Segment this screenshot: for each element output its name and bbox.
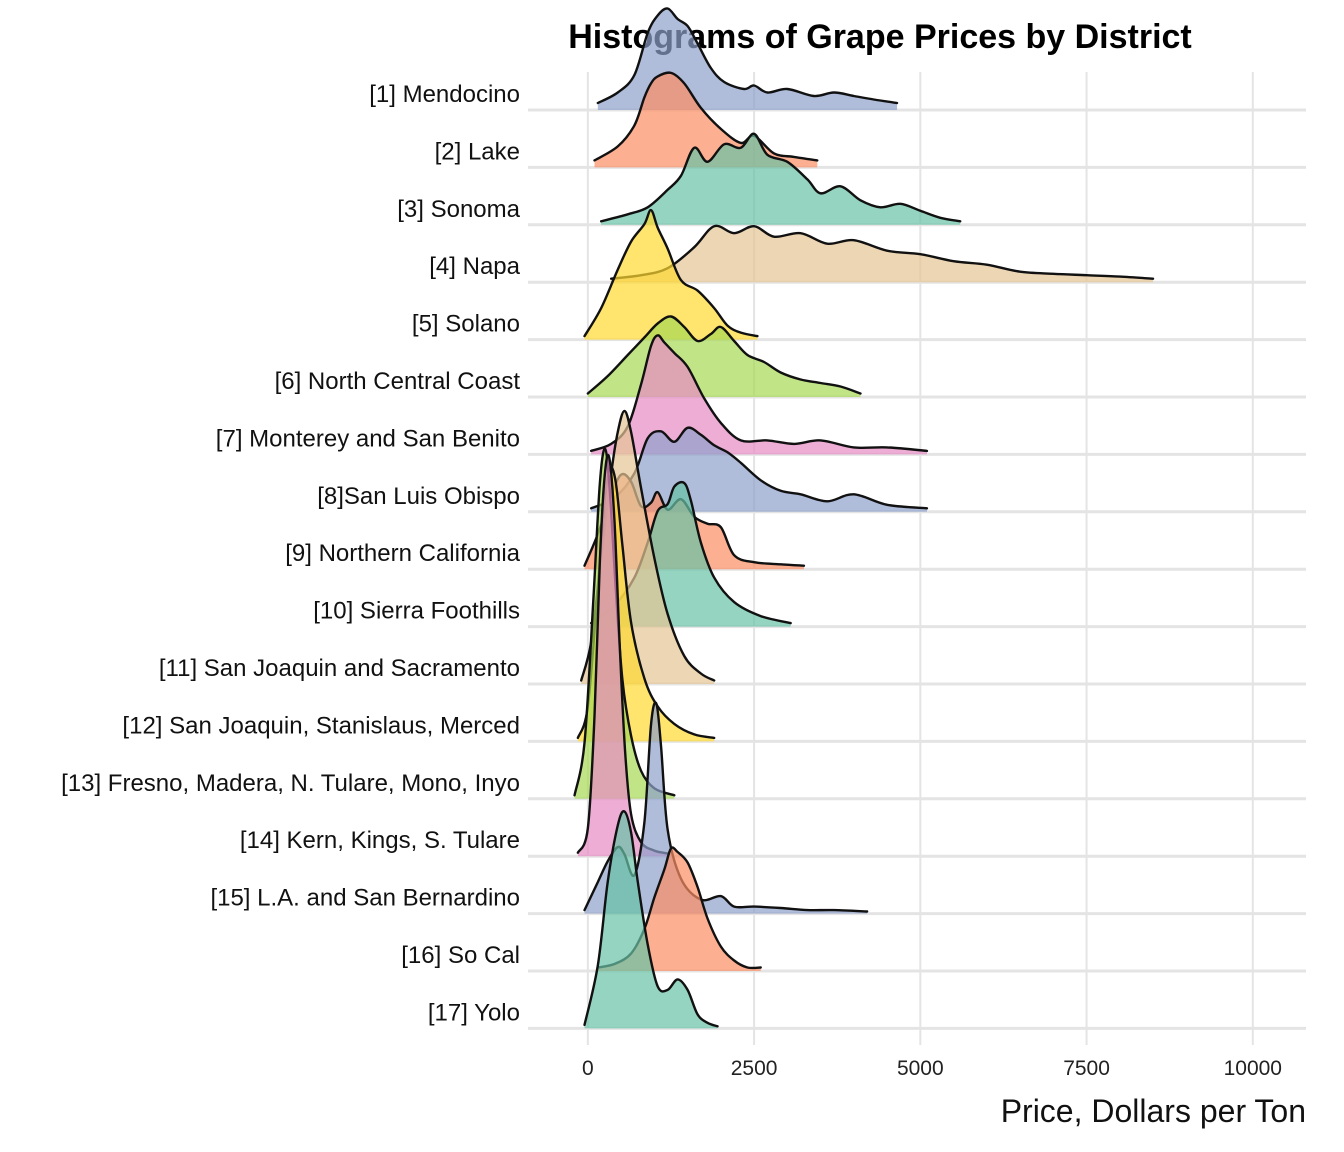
x-tick-label: 5000: [897, 1057, 944, 1080]
x-axis-title: Price, Dollars per Ton: [1001, 1093, 1306, 1129]
category-label: [12] San Joaquin, Stanislaus, Merced: [122, 712, 520, 739]
category-label: [7] Monterey and San Benito: [216, 425, 520, 452]
ridge-fill: [597, 847, 761, 971]
category-label: [13] Fresno, Madera, N. Tulare, Mono, In…: [61, 770, 520, 797]
x-tick-label: 7500: [1063, 1057, 1110, 1080]
category-label: [15] L.A. and San Bernardino: [210, 885, 520, 912]
category-label: [10] Sierra Foothills: [313, 598, 520, 625]
ridge-outline: [583, 208, 759, 338]
category-label: [17] Yolo: [428, 999, 520, 1026]
category-label: [8]San Luis Obispo: [317, 483, 520, 510]
ridge-outline: [576, 453, 669, 855]
ridge-outline: [599, 132, 962, 223]
ridge-3: [599, 132, 962, 225]
ridge-7: [589, 334, 929, 455]
x-tick-label: 0: [582, 1057, 594, 1080]
category-label: [1] Mendocino: [369, 81, 520, 108]
category-label: [6] North Central Coast: [275, 368, 521, 395]
category-label: [11] San Joaquin and Sacramento: [159, 655, 520, 682]
category-label: [2] Lake: [435, 138, 520, 165]
x-tick-label: 2500: [731, 1057, 778, 1080]
ridge-outline: [589, 334, 929, 453]
category-label: [14] Kern, Kings, S. Tulare: [240, 827, 520, 854]
category-label: [4] Napa: [429, 253, 520, 280]
ridge-fill: [584, 811, 718, 1029]
ridge-outline: [586, 315, 862, 395]
ridge-4: [609, 224, 1155, 283]
ridge-fill: [601, 133, 961, 225]
category-label: [16] So Cal: [401, 942, 520, 969]
category-label: [9] Northern California: [285, 540, 520, 567]
category-labels: [1] Mendocino [2] Lake [3] Sonoma [4] Napa […: [61, 81, 521, 1026]
x-axis-ticks: 0 2500 5000 7500 10000: [582, 1057, 1282, 1080]
x-tick-label: 10000: [1224, 1057, 1282, 1080]
category-label: [3] Sonoma: [397, 196, 520, 223]
ridge-fill: [611, 225, 1154, 283]
ridge-fill: [584, 210, 758, 340]
ridge-outline: [593, 71, 819, 162]
ridge-outline: [589, 426, 929, 510]
ridge-5: [583, 208, 759, 340]
ridge-14: [576, 453, 669, 857]
ridge-17: [583, 810, 719, 1029]
ridge-outline: [596, 7, 899, 105]
ridges: [573, 7, 1155, 1029]
ridge-fill: [591, 335, 927, 455]
category-label: [5] Solano: [412, 311, 520, 338]
ridge-fill: [584, 702, 868, 914]
ridge-outline: [609, 224, 1155, 280]
ridge-outline: [583, 810, 719, 1028]
